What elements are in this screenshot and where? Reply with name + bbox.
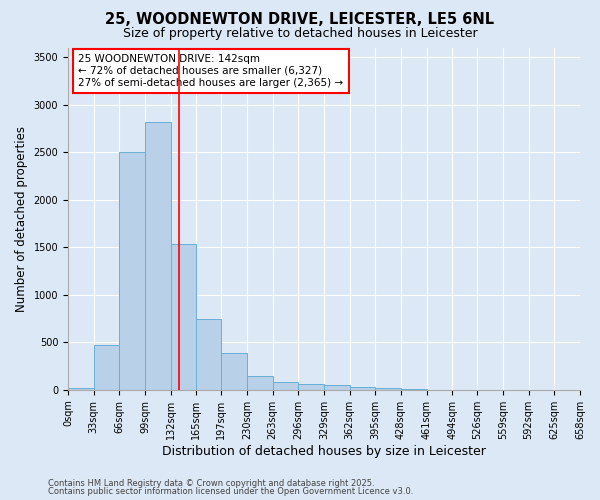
Bar <box>247 376 272 390</box>
Bar <box>298 384 324 390</box>
Text: 25 WOODNEWTON DRIVE: 142sqm
← 72% of detached houses are smaller (6,327)
27% of : 25 WOODNEWTON DRIVE: 142sqm ← 72% of det… <box>78 54 343 88</box>
Y-axis label: Number of detached properties: Number of detached properties <box>15 126 28 312</box>
Bar <box>196 318 221 390</box>
Bar <box>94 345 119 390</box>
Bar <box>119 152 145 390</box>
Bar <box>376 388 401 390</box>
Bar <box>350 387 376 390</box>
Bar <box>171 244 196 390</box>
Bar <box>272 382 298 390</box>
Bar <box>68 388 94 390</box>
Text: Contains HM Land Registry data © Crown copyright and database right 2025.: Contains HM Land Registry data © Crown c… <box>48 478 374 488</box>
X-axis label: Distribution of detached houses by size in Leicester: Distribution of detached houses by size … <box>162 444 486 458</box>
Text: 25, WOODNEWTON DRIVE, LEICESTER, LE5 6NL: 25, WOODNEWTON DRIVE, LEICESTER, LE5 6NL <box>106 12 494 28</box>
Text: Size of property relative to detached houses in Leicester: Size of property relative to detached ho… <box>122 28 478 40</box>
Bar <box>145 122 171 390</box>
Text: Contains public sector information licensed under the Open Government Licence v3: Contains public sector information licen… <box>48 487 413 496</box>
Bar <box>324 385 350 390</box>
Bar <box>221 353 247 390</box>
